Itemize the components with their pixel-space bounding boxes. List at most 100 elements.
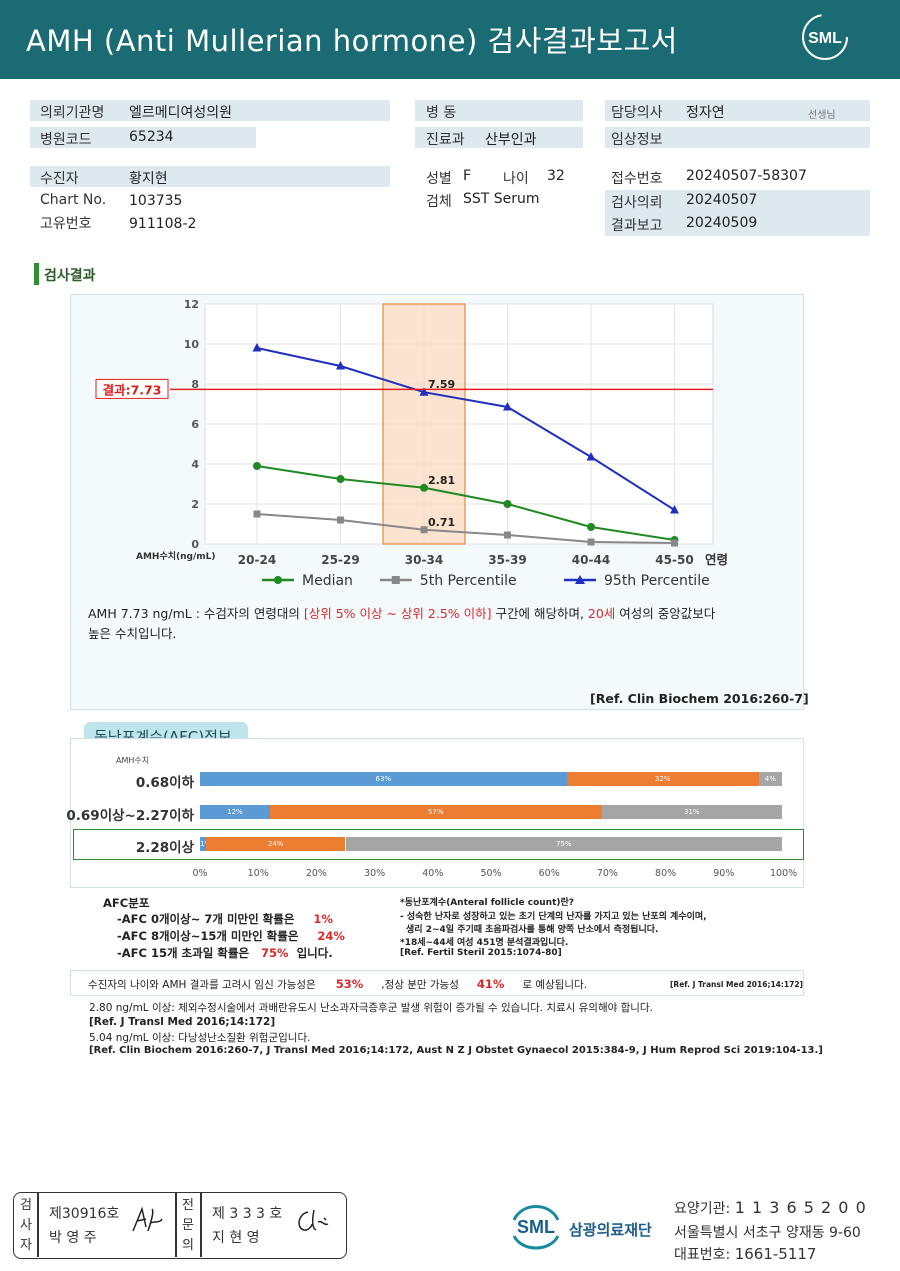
legend-label: Median [302,573,353,589]
sml-logo-icon: SML [802,14,848,60]
series-line-median [256,465,675,541]
institution-value: 엘르메디여성의원 [129,105,233,121]
request-label: 검사의뢰 [611,195,663,211]
data-point [253,462,261,470]
data-point [420,526,428,534]
x-tick-label: 35-39 [488,553,526,567]
afc-axis-tick: 50% [480,868,502,879]
afc-bar: 1%24%75% [200,837,782,851]
afc-def-5: [Ref. Fertil Steril 2015:1074-80] [400,948,562,958]
x-axis-label: 연령 [705,552,728,567]
stamp-divider [175,1192,177,1257]
stamp2-title: 전문의 [182,1198,194,1253]
x-tick-label: 20-24 [238,553,276,567]
afc-axis-tick: 20% [305,868,327,879]
hospital-code-row [30,127,256,148]
receipt-label: 접수번호 [611,171,663,187]
y-tick-label: 2 [191,498,199,511]
afc-axis-tick: 80% [655,868,677,879]
y-tick-label: 4 [191,458,199,471]
legend-marker [391,576,400,584]
note-2-ref: [Ref. Clin Biochem 2016:260-7, J Transl … [89,1045,823,1056]
dates-row [605,190,870,236]
afc-dist-title: AFC분포 [103,896,150,910]
clinical-label: 임상정보 [611,132,663,148]
patient-row [30,166,390,187]
unique-id-value: 911108-2 [129,216,197,232]
interp-age: 20세 [587,606,616,621]
doctor-suffix: 선생님 [808,110,836,121]
legend-marker [575,575,585,584]
x-tick-label: 45-50 [655,553,693,567]
doctor-label: 담당의사 [611,105,663,121]
afc-axis-tick: 90% [713,868,735,879]
afc-bar: 12% 57% 31% [200,805,782,819]
legend-marker [274,576,282,584]
data-point [252,343,262,352]
sml-org-logo-icon: SML [512,1205,560,1250]
sex-label: 성별 [426,171,452,187]
stamp1-name: 박 영 주 [49,1230,97,1246]
report-date-value: 20240509 [686,215,758,231]
note-1: 2.80 ng/mL 이상: 체외수정시술에서 과배란유도시 난소과자극증후군 … [89,1002,653,1014]
age-value: 32 [547,168,565,184]
data-point [336,361,345,370]
ward-label: 병 동 [426,105,457,121]
clinical-row [605,127,870,148]
stamp1-title: 검사자 [20,1198,32,1253]
stamp-divider [37,1192,39,1257]
afc-bar-segment: 31% [601,805,782,819]
data-point [671,539,678,547]
doctor-row [605,100,870,121]
afc-bar: 63% 32% 4% [200,772,782,786]
note-2: 5.04 ng/mL 이상: 다낭성난소질환 위험군입니다. [89,1032,311,1044]
afc-bar-segment: 1% [200,837,211,851]
age-label: 나이 [503,171,529,187]
afc-bar-segment: 32% [566,772,759,786]
x-tick-label: 25-29 [321,553,359,567]
afc-bar-segment: 57% [269,805,602,819]
afc-bar-segment: 24% [205,837,346,851]
y-tick-label: 12 [184,298,199,311]
series-line-95th-percentile [256,347,676,511]
stamp2-number: 제 3 3 3 호 [212,1206,283,1222]
org-code: 요양기관: 1 1 3 6 5 2 0 0 [674,1198,867,1217]
afc-dist-1: -AFC 0개이상~ 7개 미만인 확률은 1% [117,912,333,926]
afc-axis: 0% 10% 20% 30% 40% 50% 60% 70% 80% 90% 100% [192,868,797,882]
afc-bar-segment: 12% [200,805,270,819]
sex-value: F [463,168,472,184]
svg-text:SML: SML [808,30,842,47]
data-point [503,402,512,411]
note-1-ref: [Ref. J Transl Med 2016;14:172] [89,1016,276,1028]
data-point [253,510,261,518]
ward-row [415,100,583,121]
highlight-band [382,303,466,545]
institution-row [30,100,390,121]
afc-row-label: 0.68이하 [135,775,194,791]
interp-part5: 여성의 중앙값보다 [615,606,716,621]
afc-axis-tick: 40% [422,868,444,879]
section-marker [34,263,39,285]
x-tick-label: 30-34 [405,553,443,567]
pregnancy-panel [70,970,804,996]
interpretation-ref: [Ref. Clin Biochem 2016:260-7] [590,691,809,706]
amh-line-chart: 0 2 4 6 8 10 12 20-24 25-29 30-34 35-39 40-44 45-50 연… [95,298,728,589]
data-point [587,538,595,546]
data-point [419,387,429,396]
signature-2-icon [298,1209,329,1231]
interp-range: [상위 5% 이상 ~ 상위 2.5% 이하] [303,606,492,621]
legend-label: 5th Percentile [420,573,517,589]
y-axis-label: AMH수치(ng/mL) [136,550,216,562]
afc-def-2: - 성숙한 난자로 성장하고 있는 초기 단계의 난자를 가지고 있는 난포의 … [400,912,707,922]
chart-no-value: 103735 [129,193,183,209]
data-point [336,475,345,483]
request-value: 20240507 [686,192,758,208]
y-tick-label: 0 [191,538,199,551]
org-phone: 대표번호: 1661-5117 [674,1245,817,1263]
svg-text:SML: SML [517,1217,555,1237]
afc-row-highlight [73,829,804,860]
y-tick-label: 6 [191,418,199,431]
hospital-code-label: 병원코드 [40,132,92,148]
legend-label: 95th Percentile [604,573,710,589]
report-title: AMH (Anti Mullerian hormone) 검사결과보고서 [26,24,678,58]
